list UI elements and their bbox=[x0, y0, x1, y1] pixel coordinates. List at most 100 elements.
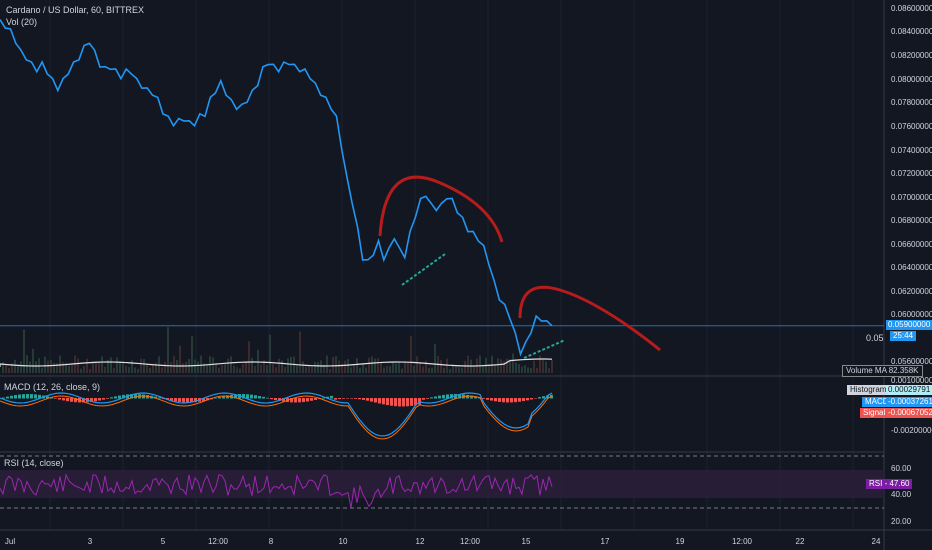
volume-bar bbox=[416, 356, 418, 373]
macd-histogram-bar bbox=[534, 398, 537, 399]
volume-bar bbox=[356, 358, 358, 373]
volume-bar bbox=[41, 367, 43, 373]
volume-bar bbox=[491, 355, 493, 373]
macd-histogram-bar bbox=[278, 398, 281, 401]
macd-signal-badge: Signal bbox=[860, 408, 889, 418]
volume-bar bbox=[308, 365, 310, 373]
volume-bar bbox=[140, 358, 142, 373]
macd-histogram-bar bbox=[102, 398, 105, 400]
macd-histogram-bar bbox=[214, 397, 217, 399]
macd-histogram-bar bbox=[374, 398, 377, 403]
macd-histogram-bar bbox=[334, 398, 337, 400]
volume-bar bbox=[401, 368, 403, 373]
volume-bar bbox=[275, 367, 277, 373]
volume-bar bbox=[344, 360, 346, 373]
macd-histogram-bar bbox=[258, 395, 261, 399]
macd-histogram-bar bbox=[34, 394, 37, 399]
macd-histogram-badge: Histogram bbox=[847, 385, 890, 395]
volume-bar bbox=[338, 360, 340, 373]
macd-histogram-bar bbox=[274, 398, 277, 401]
volume-bar bbox=[17, 365, 19, 373]
macd-histogram-bar bbox=[446, 394, 449, 399]
time-axis-label: Jul bbox=[5, 537, 15, 546]
volume-bar bbox=[164, 362, 166, 373]
macd-histogram-bar bbox=[206, 398, 209, 401]
volume-bar bbox=[386, 365, 388, 373]
volume-bar bbox=[80, 368, 82, 373]
macd-histogram-bar bbox=[218, 396, 221, 399]
volume-bar bbox=[122, 362, 124, 373]
volume-bar bbox=[170, 362, 172, 373]
macd-histogram-bar bbox=[382, 398, 385, 405]
volume-bar bbox=[494, 364, 496, 373]
volume-bar bbox=[290, 356, 292, 373]
volume-bar bbox=[323, 364, 325, 373]
rsi-line bbox=[0, 473, 553, 508]
time-axis-label: 12:00 bbox=[732, 537, 753, 546]
macd-axis-tick: -0.00200000 bbox=[891, 426, 932, 435]
price-axis-tick: 0.06600000 bbox=[891, 240, 932, 249]
macd-histogram-bar bbox=[338, 398, 341, 400]
volume-bar bbox=[455, 365, 457, 373]
volume-bar bbox=[161, 367, 163, 373]
volume-bar bbox=[272, 364, 274, 373]
volume-ma-line bbox=[0, 358, 553, 367]
volume-bar bbox=[479, 355, 481, 373]
macd-histogram-bar bbox=[106, 398, 109, 399]
macd-histogram-bar bbox=[538, 397, 541, 399]
macd-histogram-bar bbox=[394, 398, 397, 407]
volume-bar bbox=[530, 368, 532, 373]
macd-signal-value: -0.00067052 bbox=[886, 408, 932, 418]
macd-histogram-bar bbox=[486, 398, 489, 400]
macd-histogram-bar bbox=[490, 398, 493, 401]
macd-histogram-bar bbox=[222, 396, 225, 399]
macd-histogram-bar bbox=[530, 398, 533, 400]
volume-bar bbox=[284, 367, 286, 373]
macd-signal-line bbox=[0, 395, 553, 440]
macd-histogram-bar bbox=[398, 398, 401, 407]
volume-bar bbox=[278, 358, 280, 373]
macd-line-badge: MACD bbox=[862, 397, 892, 407]
macd-histogram-bar bbox=[174, 398, 177, 402]
volume-bar bbox=[443, 367, 445, 373]
macd-histogram-bar bbox=[82, 398, 85, 403]
macd-histogram-bar bbox=[546, 395, 549, 399]
macd-histogram-bar bbox=[346, 398, 349, 399]
volume-bar bbox=[173, 356, 175, 373]
volume-bar bbox=[368, 357, 370, 373]
macd-histogram-bar bbox=[98, 398, 101, 401]
macd-histogram-bar bbox=[110, 397, 113, 399]
price-axis-tick: 0.06800000 bbox=[891, 216, 932, 225]
macd-histogram-bar bbox=[470, 395, 473, 399]
macd-histogram-bar bbox=[246, 394, 249, 399]
macd-histogram-bar bbox=[306, 398, 309, 402]
volume-bar bbox=[449, 368, 451, 373]
macd-histogram-bar bbox=[366, 398, 369, 401]
price-axis-tick: 0.08000000 bbox=[891, 75, 932, 84]
macd-histogram-bar bbox=[302, 398, 305, 403]
volume-bar bbox=[23, 329, 25, 373]
volume-bar bbox=[350, 367, 352, 373]
volume-bar bbox=[101, 356, 103, 373]
macd-histogram-bar bbox=[2, 397, 5, 399]
volume-bar bbox=[320, 360, 322, 373]
volume-bar bbox=[8, 367, 10, 373]
macd-histogram-bar bbox=[46, 396, 49, 399]
volume-bar bbox=[515, 362, 517, 373]
macd-histogram-bar bbox=[434, 396, 437, 399]
macd-histogram-bar bbox=[202, 398, 205, 402]
volume-bar bbox=[404, 361, 406, 373]
macd-histogram-bar bbox=[526, 398, 529, 401]
macd-histogram-bar bbox=[458, 394, 461, 399]
macd-histogram-bar bbox=[158, 397, 161, 399]
rounding-top-arc bbox=[378, 175, 504, 243]
macd-histogram-bar bbox=[186, 398, 189, 403]
macd-histogram-bar bbox=[370, 398, 373, 402]
volume-bar bbox=[239, 368, 241, 373]
macd-histogram-bar bbox=[402, 398, 405, 407]
macd-histogram-bar bbox=[498, 398, 501, 402]
rsi-axis-tick: 20.00 bbox=[891, 517, 912, 526]
macd-title: MACD (12, 26, close, 9) bbox=[4, 382, 101, 392]
price-axis-tick: 0.07200000 bbox=[891, 169, 932, 178]
